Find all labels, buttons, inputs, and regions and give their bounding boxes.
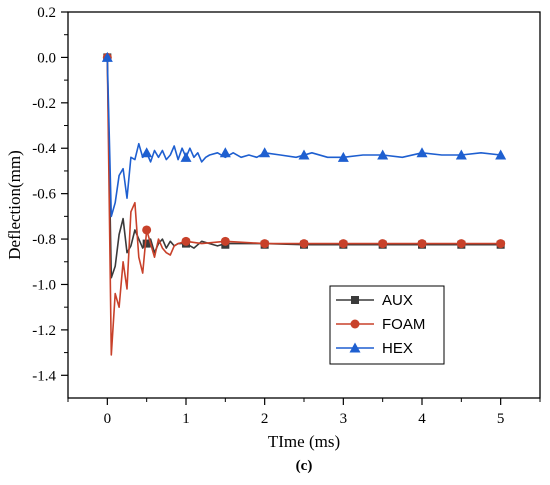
x-tick-label: 3: [340, 411, 348, 427]
foam-point: [220, 236, 230, 246]
foam-point: [456, 239, 466, 249]
foam-point: [142, 225, 152, 235]
y-tick-label: 0.0: [37, 50, 56, 66]
x-tick-label: 5: [497, 411, 505, 427]
foam-series: [102, 52, 506, 356]
hex-point: [416, 147, 428, 158]
hex-point: [337, 151, 349, 162]
y-tick-label: -1.2: [32, 323, 56, 339]
x-tick-label: 1: [182, 411, 190, 427]
x-axis-title: TIme (ms): [268, 432, 340, 451]
hex-point: [180, 151, 192, 162]
legend-foam-label: FOAM: [382, 316, 425, 333]
hex-point: [219, 147, 231, 158]
y-tick-label: -1.0: [32, 277, 56, 293]
legend-foam-marker: [350, 319, 360, 329]
aux-point: [142, 239, 151, 248]
legend: AUX FOAM HEX: [329, 285, 445, 365]
foam-point: [338, 239, 348, 249]
hex-point: [141, 147, 153, 158]
foam-line: [106, 57, 501, 356]
x-tick-label: 4: [418, 411, 426, 427]
hex-point: [101, 51, 113, 62]
y-tick-label: -0.4: [32, 141, 56, 157]
panel-label: (c): [296, 458, 313, 474]
x-tick-label: 0: [104, 411, 112, 427]
legend-aux-marker: [351, 296, 359, 304]
hex-point: [495, 149, 507, 160]
axes: 0 1 2 3 4 5 0.2 0.0 -0.2 -0.4 -0.6 -0.8 -1.0 -1.2 -1.4: [32, 5, 541, 427]
foam-point: [417, 239, 427, 249]
hex-point: [377, 149, 389, 160]
legend-hex-marker: [349, 342, 361, 353]
y-tick-label: -0.8: [32, 232, 56, 248]
y-tick-label: -1.4: [32, 368, 56, 384]
hex-point: [259, 147, 271, 158]
hex-line: [106, 57, 501, 218]
y-tick-label: -0.2: [32, 96, 56, 112]
legend-hex-label: HEX: [382, 340, 413, 357]
foam-point: [496, 239, 506, 249]
foam-point: [299, 239, 309, 249]
y-axis-title: Deflection(mm): [5, 150, 24, 260]
x-tick-label: 2: [261, 411, 269, 427]
y-tick-label: -0.6: [32, 187, 56, 203]
y-tick-label: 0.2: [37, 5, 56, 21]
hex-point: [298, 149, 310, 160]
foam-point: [378, 239, 388, 249]
plot-frame: [67, 11, 541, 399]
foam-point: [181, 236, 191, 246]
hex-point: [455, 149, 467, 160]
legend-aux-label: AUX: [382, 292, 413, 309]
hex-series: [101, 51, 507, 218]
foam-point: [260, 239, 270, 249]
legend-box: [329, 285, 445, 365]
series-group: [101, 51, 507, 356]
